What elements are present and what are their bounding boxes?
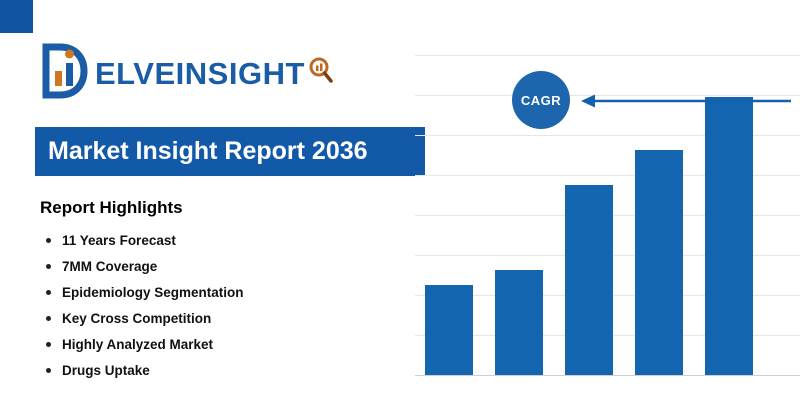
highlight-item: 7MM Coverage [46, 259, 244, 274]
chart-bar [565, 185, 613, 375]
logo-wordmark: ELVEINSIGHT [95, 55, 305, 91]
bullet-dot [46, 342, 51, 347]
highlight-label: Drugs Uptake [62, 363, 150, 378]
highlight-item: Highly Analyzed Market [46, 337, 244, 352]
highlights-list: 11 Years Forecast 7MM Coverage Epidemiolog… [46, 233, 244, 389]
bullet-dot [46, 290, 51, 295]
highlight-label: Highly Analyzed Market [62, 337, 214, 352]
cagr-arrow-icon [581, 94, 791, 108]
highlight-label: 7MM Coverage [62, 259, 158, 274]
delveinsight-logo: ELVEINSIGHT [36, 42, 334, 104]
highlights-heading: Report Highlights [40, 198, 183, 217]
bullet-dot [46, 264, 51, 269]
highlight-label: Key Cross Competition [62, 311, 212, 326]
magnifier-icon [308, 56, 334, 91]
bullet-dot [46, 238, 51, 243]
cagr-badge: CAGR [512, 71, 570, 129]
highlight-item: Key Cross Competition [46, 311, 244, 326]
chart-bar [635, 150, 683, 375]
highlight-item: Epidemiology Segmentation [46, 285, 244, 300]
highlight-item: 11 Years Forecast [46, 233, 244, 248]
chart-bar [705, 97, 753, 375]
corner-accent-square [0, 0, 33, 33]
bullet-dot [46, 368, 51, 373]
report-title: Market Insight Report 2036 [48, 137, 368, 165]
chart-bar [495, 270, 543, 375]
highlight-label: Epidemiology Segmentation [62, 285, 244, 300]
chart-bar [425, 285, 473, 375]
logo-d-icon [36, 41, 92, 106]
highlight-item: Drugs Uptake [46, 363, 244, 378]
bar-chart: CAGR [415, 55, 800, 376]
bullet-dot [46, 316, 51, 321]
highlight-label: 11 Years Forecast [62, 233, 176, 248]
bar-group [425, 55, 753, 375]
title-banner: Market Insight Report 2036 [35, 127, 425, 176]
